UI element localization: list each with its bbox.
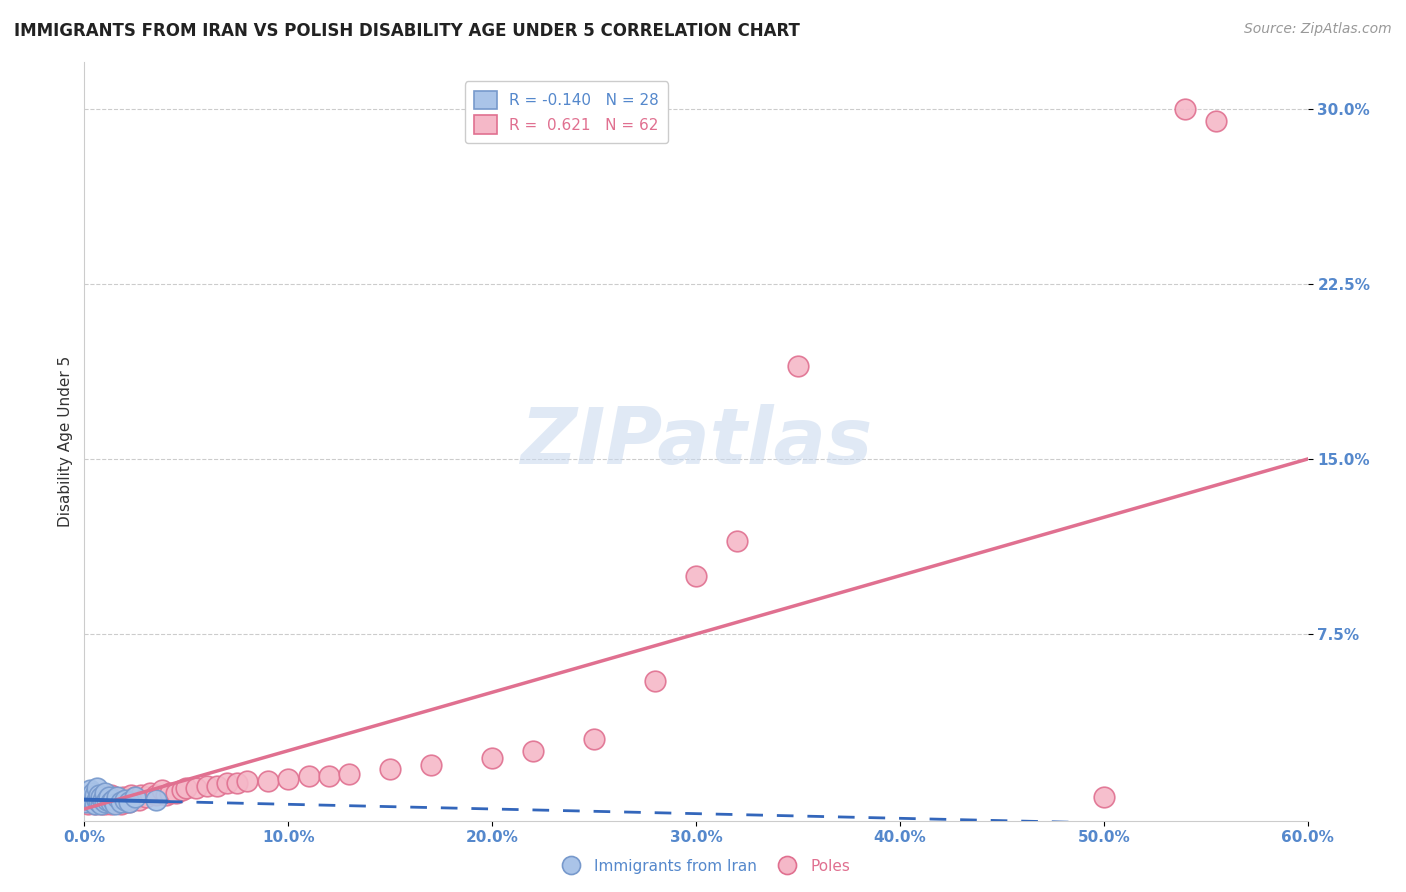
Point — [1092, 790, 1115, 805]
Point — [83, 797, 105, 812]
Point — [115, 792, 138, 806]
Point — [83, 790, 105, 805]
Point — [787, 359, 810, 373]
Legend: R = -0.140   N = 28, R =  0.621   N = 62: R = -0.140 N = 28, R = 0.621 N = 62 — [465, 81, 668, 144]
Point — [86, 792, 108, 806]
Point — [104, 797, 127, 812]
Point — [124, 790, 146, 805]
Point — [82, 786, 104, 800]
Point — [75, 795, 97, 809]
Point — [205, 779, 228, 793]
Point — [145, 788, 167, 802]
Point — [124, 790, 146, 805]
Point — [135, 790, 157, 805]
Point — [685, 568, 707, 582]
Point — [82, 795, 104, 809]
Point — [93, 786, 115, 800]
Point — [1205, 113, 1227, 128]
Y-axis label: Disability Age Under 5: Disability Age Under 5 — [58, 356, 73, 527]
Point — [101, 795, 124, 809]
Point — [100, 788, 122, 802]
Point — [226, 776, 249, 790]
Point — [93, 790, 115, 805]
Point — [82, 792, 104, 806]
Point — [277, 772, 299, 786]
Text: IMMIGRANTS FROM IRAN VS POLISH DISABILITY AGE UNDER 5 CORRELATION CHART: IMMIGRANTS FROM IRAN VS POLISH DISABILIT… — [14, 22, 800, 40]
Point — [87, 795, 110, 809]
Point — [644, 673, 666, 688]
Point — [105, 795, 128, 809]
Point — [155, 788, 177, 802]
Point — [93, 797, 115, 812]
Point — [90, 790, 112, 805]
Point — [420, 757, 443, 772]
Point — [118, 795, 141, 809]
Point — [77, 790, 100, 805]
Point — [339, 767, 361, 781]
Point — [298, 769, 321, 783]
Point — [186, 780, 208, 795]
Point — [725, 533, 748, 548]
Point — [77, 797, 100, 812]
Point — [96, 792, 118, 806]
Point — [122, 792, 145, 806]
Legend: Immigrants from Iran, Poles: Immigrants from Iran, Poles — [550, 853, 856, 880]
Point — [101, 792, 124, 806]
Point — [110, 797, 132, 812]
Point — [583, 731, 606, 746]
Point — [481, 750, 503, 764]
Point — [87, 792, 110, 806]
Point — [90, 797, 112, 812]
Point — [1174, 102, 1197, 116]
Point — [86, 795, 108, 809]
Point — [79, 795, 101, 809]
Point — [236, 774, 259, 789]
Point — [110, 795, 132, 809]
Point — [100, 797, 122, 812]
Point — [138, 786, 160, 800]
Point — [114, 795, 136, 809]
Point — [97, 790, 120, 805]
Point — [108, 792, 131, 806]
Point — [114, 792, 136, 806]
Point — [150, 783, 173, 797]
Point — [83, 797, 105, 812]
Point — [159, 786, 181, 800]
Point — [100, 795, 122, 809]
Point — [86, 780, 108, 795]
Point — [105, 790, 128, 805]
Point — [93, 795, 115, 809]
Point — [195, 779, 218, 793]
Point — [90, 788, 112, 802]
Point — [90, 797, 112, 812]
Point — [96, 792, 118, 806]
Point — [217, 776, 239, 790]
Point — [83, 788, 105, 802]
Text: Source: ZipAtlas.com: Source: ZipAtlas.com — [1244, 22, 1392, 37]
Point — [112, 790, 135, 805]
Point — [165, 786, 187, 800]
Point — [318, 769, 340, 783]
Point — [174, 780, 197, 795]
Point — [257, 774, 280, 789]
Point — [104, 790, 127, 805]
Point — [380, 762, 402, 776]
Text: ZIPatlas: ZIPatlas — [520, 403, 872, 480]
Point — [118, 795, 141, 809]
Point — [128, 792, 150, 806]
Point — [91, 792, 114, 806]
Point — [145, 792, 167, 806]
Point — [87, 788, 110, 802]
Point — [91, 795, 114, 809]
Point — [172, 783, 194, 797]
Point — [120, 788, 142, 802]
Point — [79, 792, 101, 806]
Point — [131, 788, 153, 802]
Point — [79, 783, 101, 797]
Point — [97, 795, 120, 809]
Point — [522, 744, 544, 758]
